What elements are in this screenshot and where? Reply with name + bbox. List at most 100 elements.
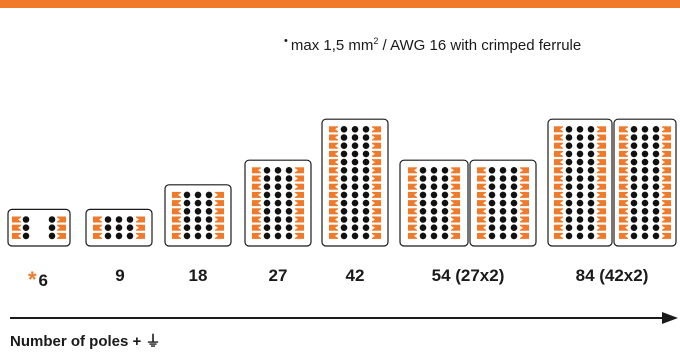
- spring-clamp-tab: [408, 208, 417, 215]
- contact-pin: [351, 175, 359, 182]
- axis-title-text: Number of poles +: [10, 333, 142, 350]
- contact-pin: [565, 158, 573, 166]
- contact-pin: [652, 158, 660, 166]
- tab-notch: [136, 217, 139, 222]
- spring-clamp-tab: [597, 200, 606, 207]
- spring-clamp-tab: [451, 175, 460, 182]
- spring-clamp-tab: [295, 224, 304, 231]
- spring-clamp-tab: [619, 134, 628, 141]
- spring-clamp-tab: [172, 191, 181, 198]
- tab-notch: [597, 135, 600, 140]
- tab-notch: [372, 127, 375, 132]
- contact-pin: [126, 216, 134, 223]
- tab-notch: [295, 209, 298, 214]
- tab-notch: [625, 127, 628, 132]
- contact-pin: [419, 216, 427, 223]
- tab-notch: [560, 225, 563, 230]
- spring-clamp-tab: [554, 232, 563, 239]
- contact-pin: [587, 224, 595, 231]
- ground-icon: ⏚: [145, 333, 161, 350]
- spring-clamp-tab: [295, 175, 304, 182]
- contact-pin: [362, 150, 370, 158]
- tab-notch: [295, 192, 298, 197]
- spring-clamp-tab: [136, 224, 145, 231]
- tab-notch: [18, 233, 21, 238]
- pole-label-text: 54 (27x2): [431, 266, 505, 285]
- spring-clamp-tab: [662, 167, 671, 174]
- contact-pin: [441, 232, 449, 240]
- spring-clamp-tab: [520, 208, 529, 215]
- spring-clamp-tab: [554, 216, 563, 223]
- contact-pin: [205, 232, 213, 240]
- contact-pin: [351, 208, 359, 215]
- tab-notch: [335, 217, 338, 222]
- contact-pin: [285, 224, 293, 231]
- tab-notch: [335, 176, 338, 181]
- contact-pin: [565, 224, 573, 231]
- contact-pin: [340, 126, 348, 133]
- contact-pin: [362, 191, 370, 199]
- spring-clamp-tab: [215, 191, 224, 198]
- tab-notch: [335, 135, 338, 140]
- contact-pin: [565, 183, 573, 190]
- tab-notch: [372, 233, 375, 238]
- tab-notch: [625, 143, 628, 148]
- tab-notch: [625, 225, 628, 230]
- tab-notch: [483, 192, 486, 197]
- spring-clamp-tab: [408, 167, 417, 174]
- contact-pin: [652, 134, 660, 141]
- spring-clamp-tab: [554, 183, 563, 190]
- connector-42: [321, 118, 389, 247]
- contact-pin: [488, 224, 496, 231]
- contact-pin: [630, 224, 638, 231]
- pole-label-text: 6: [38, 271, 49, 290]
- pole-label-27: 27: [269, 266, 288, 286]
- contact-pin: [576, 126, 584, 133]
- tab-notch: [662, 135, 665, 140]
- tab-notch: [560, 233, 563, 238]
- contact-pin: [430, 199, 438, 207]
- tab-notch: [662, 201, 665, 206]
- contact-pin: [362, 158, 370, 166]
- contact-pin: [183, 208, 191, 215]
- tab-notch: [520, 201, 523, 206]
- contact-pin: [263, 167, 271, 174]
- contact-pin: [641, 175, 649, 182]
- tab-notch: [215, 217, 218, 222]
- tab-notch: [560, 160, 563, 165]
- pole-label-text: 27: [268, 266, 288, 285]
- contact-pin: [510, 216, 518, 223]
- tab-notch: [258, 192, 261, 197]
- spring-clamp-tab: [477, 167, 486, 174]
- spring-clamp-tab: [372, 175, 381, 182]
- tab-notch: [625, 168, 628, 173]
- tab-notch: [662, 192, 665, 197]
- tab-notch: [520, 233, 523, 238]
- pole-label-54: 54 (27x2): [432, 266, 505, 286]
- tab-notch: [625, 217, 628, 222]
- tab-notch: [662, 168, 665, 173]
- spring-clamp-tab: [329, 216, 338, 223]
- tab-notch: [414, 168, 417, 173]
- contact-pin: [441, 167, 449, 174]
- spring-clamp-tab: [597, 232, 606, 239]
- tab-notch: [625, 184, 628, 189]
- spring-clamp-tab: [329, 200, 338, 207]
- tab-notch: [662, 217, 665, 222]
- contact-pin: [362, 134, 370, 141]
- tab-notch: [136, 225, 139, 230]
- tab-notch: [215, 233, 218, 238]
- spring-clamp-tab: [477, 216, 486, 223]
- contact-pin: [274, 224, 282, 231]
- tab-notch: [560, 192, 563, 197]
- tab-notch: [662, 233, 665, 238]
- spring-clamp-tab: [662, 126, 671, 133]
- tab-notch: [560, 176, 563, 181]
- contact-pin: [351, 216, 359, 223]
- tab-notch: [520, 192, 523, 197]
- spring-clamp-tab: [597, 208, 606, 215]
- contact-pin: [641, 232, 649, 240]
- spring-clamp-tab: [136, 232, 145, 239]
- spring-clamp-tab: [619, 150, 628, 157]
- tab-notch: [258, 201, 261, 206]
